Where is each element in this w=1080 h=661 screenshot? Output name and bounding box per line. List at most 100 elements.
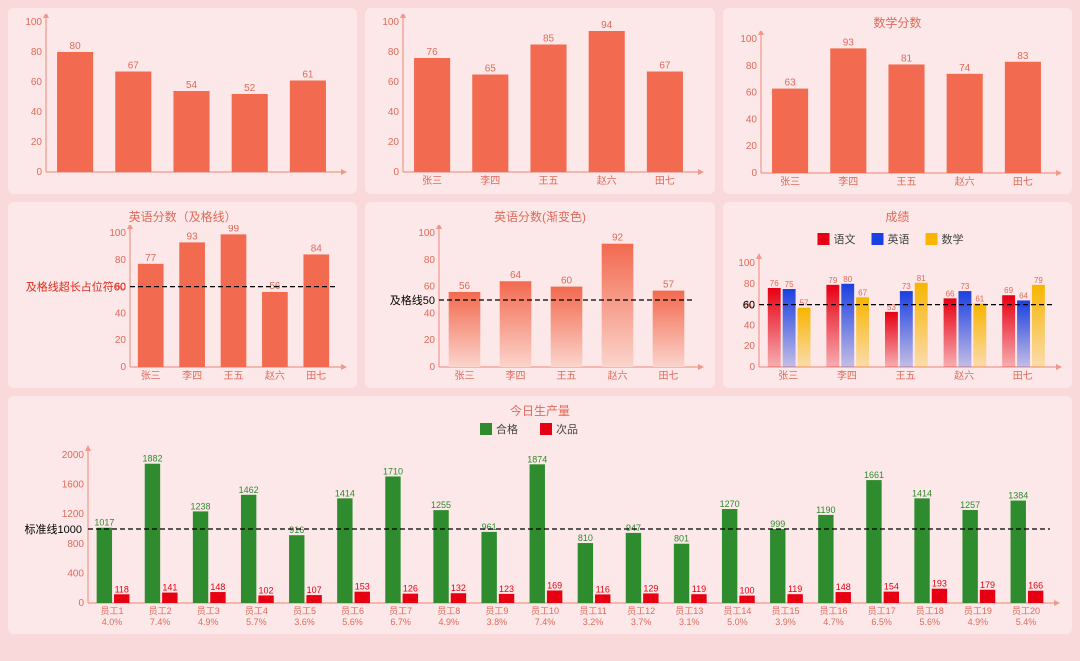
svg-text:1600: 1600 bbox=[62, 480, 85, 491]
svg-text:0: 0 bbox=[78, 598, 84, 609]
chart-2-card: 02040608010076张三65李四85王五94赵六67田七 bbox=[365, 8, 714, 194]
svg-text:3.2%: 3.2% bbox=[583, 617, 604, 627]
svg-text:61: 61 bbox=[975, 295, 984, 304]
svg-text:141: 141 bbox=[162, 583, 177, 593]
svg-text:6.5%: 6.5% bbox=[871, 617, 892, 627]
svg-text:20: 20 bbox=[746, 141, 758, 152]
bar bbox=[946, 74, 982, 173]
svg-text:员工2: 员工2 bbox=[149, 606, 172, 616]
svg-text:76: 76 bbox=[427, 47, 439, 58]
svg-text:810: 810 bbox=[578, 533, 593, 543]
svg-text:4.9%: 4.9% bbox=[968, 617, 989, 627]
chart-7-svg: 合格次品04008001200160020001017118员工14.0%188… bbox=[16, 419, 1064, 631]
svg-text:40: 40 bbox=[31, 107, 43, 118]
svg-text:132: 132 bbox=[451, 583, 466, 593]
svg-text:1255: 1255 bbox=[431, 500, 451, 510]
svg-text:李四: 李四 bbox=[182, 369, 202, 382]
svg-text:1710: 1710 bbox=[383, 466, 403, 476]
svg-text:3.1%: 3.1% bbox=[679, 617, 700, 627]
svg-text:20: 20 bbox=[31, 137, 43, 148]
bar bbox=[262, 292, 288, 367]
bar bbox=[602, 244, 634, 367]
svg-text:张三: 张三 bbox=[141, 370, 161, 382]
svg-text:40: 40 bbox=[746, 114, 758, 125]
svg-text:5.6%: 5.6% bbox=[919, 617, 940, 627]
svg-text:63: 63 bbox=[784, 78, 796, 89]
svg-text:3.8%: 3.8% bbox=[487, 617, 508, 627]
svg-text:田七: 田七 bbox=[655, 175, 675, 187]
svg-text:73: 73 bbox=[960, 282, 969, 291]
svg-text:0: 0 bbox=[394, 167, 400, 178]
svg-text:张三: 张三 bbox=[455, 370, 475, 382]
svg-text:119: 119 bbox=[788, 584, 802, 594]
svg-text:64: 64 bbox=[1019, 291, 1028, 300]
svg-text:77: 77 bbox=[145, 253, 157, 264]
svg-text:79: 79 bbox=[1034, 276, 1043, 285]
chart-5-title: 英语分数(渐变色) bbox=[373, 208, 706, 225]
svg-text:99: 99 bbox=[228, 225, 240, 234]
chart-5-card: 英语分数(渐变色) 02040608010056张三64李四60王五92赵六57… bbox=[365, 202, 714, 388]
svg-text:60: 60 bbox=[561, 276, 573, 287]
svg-text:1874: 1874 bbox=[527, 454, 547, 464]
chart-1-card: 0204060801008067545261 bbox=[8, 8, 357, 194]
svg-text:69: 69 bbox=[1004, 286, 1013, 295]
chart-3-title: 数学分数 bbox=[731, 14, 1064, 31]
bar bbox=[589, 31, 625, 172]
svg-text:80: 80 bbox=[70, 41, 82, 52]
svg-text:80: 80 bbox=[115, 255, 127, 266]
bar bbox=[1005, 62, 1041, 173]
svg-text:100: 100 bbox=[383, 17, 400, 28]
svg-text:73: 73 bbox=[902, 282, 911, 291]
svg-text:100: 100 bbox=[740, 34, 757, 45]
bar bbox=[647, 72, 683, 173]
svg-text:0: 0 bbox=[36, 167, 42, 178]
bar bbox=[303, 254, 329, 367]
svg-text:148: 148 bbox=[836, 582, 851, 592]
svg-text:1270: 1270 bbox=[720, 499, 740, 509]
svg-text:40: 40 bbox=[424, 308, 436, 319]
svg-text:0: 0 bbox=[120, 362, 126, 373]
svg-text:3.6%: 3.6% bbox=[294, 617, 315, 627]
svg-text:4.9%: 4.9% bbox=[438, 617, 459, 627]
bar bbox=[414, 58, 450, 172]
svg-text:7.4%: 7.4% bbox=[535, 617, 556, 627]
svg-text:李四: 李四 bbox=[506, 369, 526, 382]
svg-text:60: 60 bbox=[742, 300, 754, 312]
svg-text:60: 60 bbox=[31, 77, 43, 88]
svg-text:64: 64 bbox=[510, 270, 522, 281]
svg-text:154: 154 bbox=[884, 582, 899, 592]
svg-text:张三: 张三 bbox=[778, 370, 798, 382]
svg-text:合格: 合格 bbox=[496, 422, 518, 436]
svg-text:40: 40 bbox=[115, 308, 127, 319]
bar bbox=[449, 292, 481, 367]
svg-text:员工15: 员工15 bbox=[771, 606, 799, 616]
svg-text:92: 92 bbox=[612, 233, 624, 244]
bar bbox=[888, 64, 924, 173]
bar bbox=[57, 52, 93, 172]
svg-text:员工18: 员工18 bbox=[916, 606, 944, 616]
svg-text:员工16: 员工16 bbox=[820, 606, 848, 616]
chart-7-title: 今日生产量 bbox=[16, 402, 1064, 419]
svg-text:916: 916 bbox=[289, 525, 304, 535]
svg-text:员工13: 员工13 bbox=[675, 606, 703, 616]
svg-text:93: 93 bbox=[187, 231, 199, 242]
svg-text:员工10: 员工10 bbox=[531, 606, 559, 616]
bar bbox=[173, 91, 209, 172]
svg-text:52: 52 bbox=[244, 83, 256, 94]
chart-2-svg: 02040608010076张三65李四85王五94赵六67田七 bbox=[373, 14, 706, 190]
svg-text:1257: 1257 bbox=[960, 500, 980, 510]
svg-text:王五: 王五 bbox=[224, 371, 244, 382]
svg-text:80: 80 bbox=[388, 47, 400, 58]
svg-text:6.7%: 6.7% bbox=[390, 617, 411, 627]
bar bbox=[138, 264, 164, 367]
svg-text:员工19: 员工19 bbox=[964, 606, 992, 616]
chart-7-card: 今日生产量 合格次品04008001200160020001017118员工14… bbox=[8, 396, 1072, 634]
svg-text:80: 80 bbox=[31, 47, 43, 58]
chart-5-svg: 02040608010056张三64李四60王五92赵六57田七及格线50 bbox=[373, 225, 706, 385]
svg-text:员工17: 员工17 bbox=[868, 606, 896, 616]
svg-text:4.7%: 4.7% bbox=[823, 617, 844, 627]
svg-text:张三: 张三 bbox=[780, 176, 800, 188]
svg-text:20: 20 bbox=[115, 335, 127, 346]
svg-text:801: 801 bbox=[674, 534, 689, 544]
svg-text:田七: 田七 bbox=[659, 370, 679, 382]
